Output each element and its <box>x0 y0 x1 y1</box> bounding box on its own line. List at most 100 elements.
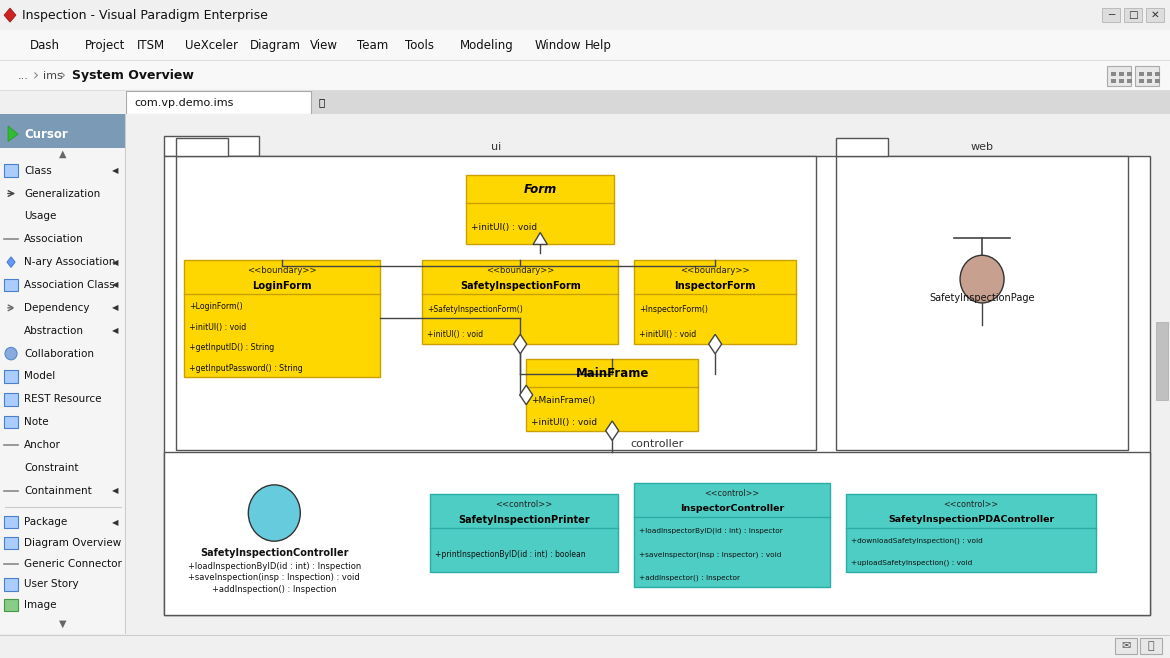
Text: +loadInspectionByID(id : int) : Inspection: +loadInspectionByID(id : int) : Inspecti… <box>187 561 360 570</box>
Text: ─: ─ <box>1108 10 1114 20</box>
Bar <box>1124 8 1142 22</box>
Text: Association Class: Association Class <box>25 280 115 290</box>
Bar <box>177 138 228 156</box>
Circle shape <box>961 255 1004 303</box>
Bar <box>1102 8 1120 22</box>
Text: Association: Association <box>25 234 84 244</box>
Polygon shape <box>4 8 16 22</box>
Text: Window: Window <box>535 39 581 52</box>
Bar <box>1127 79 1133 83</box>
Text: +uploadSafetyInspection() : void: +uploadSafetyInspection() : void <box>851 559 972 566</box>
Text: Dependency: Dependency <box>25 303 90 313</box>
Bar <box>4 164 18 177</box>
Bar <box>431 494 618 572</box>
Bar <box>837 138 888 156</box>
Text: Abstraction: Abstraction <box>25 326 84 336</box>
Polygon shape <box>514 334 526 354</box>
Text: Collaboration: Collaboration <box>25 349 94 359</box>
Text: ITSM: ITSM <box>137 39 165 52</box>
Text: User Story: User Story <box>25 580 78 590</box>
Circle shape <box>248 485 301 541</box>
Text: web: web <box>971 142 993 152</box>
Bar <box>0 114 126 148</box>
Text: ›: › <box>60 68 66 83</box>
Text: controller: controller <box>631 439 683 449</box>
Bar <box>1155 72 1159 76</box>
Polygon shape <box>8 126 18 141</box>
Text: Tools: Tools <box>405 39 434 52</box>
Bar <box>1112 79 1116 83</box>
Bar <box>422 260 618 344</box>
Bar <box>164 156 1150 615</box>
Text: REST Resource: REST Resource <box>25 394 102 405</box>
Text: ◀: ◀ <box>112 326 118 335</box>
Bar <box>634 483 831 587</box>
Bar <box>1127 72 1133 76</box>
Bar <box>4 393 18 405</box>
Text: Note: Note <box>25 417 49 427</box>
Bar <box>1156 322 1169 400</box>
Text: +SafetyInspectionForm(): +SafetyInspectionForm() <box>427 305 523 314</box>
Text: +initUI() : void: +initUI() : void <box>639 330 696 339</box>
Bar <box>1155 79 1159 83</box>
Polygon shape <box>519 385 532 405</box>
Text: Form: Form <box>524 183 557 195</box>
Bar <box>634 260 796 344</box>
Text: +InspectorForm(): +InspectorForm() <box>639 305 708 314</box>
Text: ◀: ◀ <box>112 166 118 175</box>
Text: <<control>>: <<control>> <box>943 500 999 509</box>
Bar <box>164 453 1150 615</box>
Text: InspectorController: InspectorController <box>680 504 784 513</box>
Text: ✕: ✕ <box>1150 10 1159 20</box>
Text: Anchor: Anchor <box>25 440 61 450</box>
Text: Diagram Overview: Diagram Overview <box>25 538 122 548</box>
Bar <box>1115 638 1137 654</box>
Bar <box>1147 79 1152 83</box>
Bar <box>177 156 817 450</box>
Text: Model: Model <box>25 372 55 382</box>
Text: +addInspection() : Inspection: +addInspection() : Inspection <box>212 586 337 594</box>
Bar <box>1119 72 1124 76</box>
Text: ...: ... <box>18 70 29 81</box>
Bar <box>4 279 18 291</box>
Text: System Overview: System Overview <box>73 69 194 82</box>
Text: SafetyInspectionPrinter: SafetyInspectionPrinter <box>459 515 590 524</box>
Text: <<control>>: <<control>> <box>496 500 553 509</box>
Text: ◀: ◀ <box>112 303 118 313</box>
Text: Diagram: Diagram <box>250 39 301 52</box>
Bar <box>1140 638 1162 654</box>
Text: 📄: 📄 <box>1148 641 1155 651</box>
Text: Modeling: Modeling <box>460 39 514 52</box>
Text: ◀: ◀ <box>112 518 118 526</box>
Text: ◀: ◀ <box>112 258 118 266</box>
Text: LoginForm: LoginForm <box>253 280 312 291</box>
Text: Usage: Usage <box>25 211 56 221</box>
Bar <box>1140 79 1144 83</box>
Text: <<boundary>>: <<boundary>> <box>248 266 317 275</box>
Text: Image: Image <box>25 600 56 610</box>
Text: Help: Help <box>585 39 612 52</box>
Text: SafetyInspectionPDAController: SafetyInspectionPDAController <box>888 515 1054 524</box>
Text: +initUI() : void: +initUI() : void <box>190 322 247 332</box>
Text: InspectorForm: InspectorForm <box>674 280 756 291</box>
Text: Containment: Containment <box>25 486 91 496</box>
Text: Constraint: Constraint <box>25 463 78 473</box>
Text: ›: › <box>33 68 39 83</box>
Text: ✉: ✉ <box>1121 641 1130 651</box>
Text: +initUI() : void: +initUI() : void <box>531 418 598 426</box>
Text: MainFrame: MainFrame <box>576 367 649 380</box>
Text: UeXceler: UeXceler <box>185 39 238 52</box>
Text: +loadInspectorByID(id : int) : Inspector: +loadInspectorByID(id : int) : Inspector <box>639 528 783 534</box>
Text: ▲: ▲ <box>60 149 67 159</box>
Text: N-ary Association: N-ary Association <box>25 257 116 267</box>
Bar <box>837 156 1128 450</box>
Bar <box>1147 72 1152 76</box>
Bar <box>126 91 311 114</box>
Bar <box>164 136 260 156</box>
Bar <box>1145 8 1164 22</box>
Text: Project: Project <box>85 39 125 52</box>
Bar <box>1140 72 1144 76</box>
Text: +saveInspection(insp : Inspection) : void: +saveInspection(insp : Inspection) : voi… <box>188 574 360 582</box>
Text: Generalization: Generalization <box>25 188 101 199</box>
Text: +saveInspector(insp : Inspector) : void: +saveInspector(insp : Inspector) : void <box>639 551 782 557</box>
